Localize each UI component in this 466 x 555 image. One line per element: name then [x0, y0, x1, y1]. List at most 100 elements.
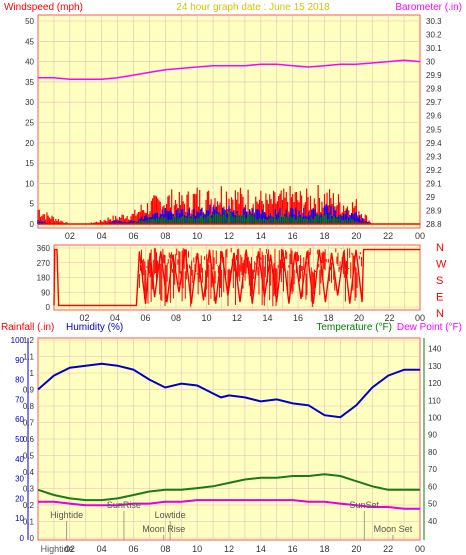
wind-barometer-panel: 0 5 10 15 20 25 30 35 40 45 50 28.8 28.9 29 29.1 29.2 29… — [25, 14, 442, 241]
humidity-tick-label: 80 — [15, 376, 24, 385]
dew-point-axis-title: Dew Point (°F) — [397, 322, 462, 333]
windspeed-tick-label: 50 — [25, 17, 34, 26]
direction-tick-label: 0 — [46, 303, 51, 312]
rainfall-tick-label: 1 — [30, 369, 35, 378]
temperature-humidity-panel: 0 0.1 0.2 0.3 0.4 0.5 0.6 0.7 0.8 0.9 1 1.1 1.2 0 10 20… — [11, 336, 442, 554]
temperature-tick-label: 60 — [428, 482, 437, 491]
direction-tick-label: 90 — [41, 288, 50, 297]
humidity-tick-label: 90 — [15, 356, 24, 365]
temperature-tick-label: 130 — [428, 362, 442, 371]
windspeed-tick-label: 20 — [25, 139, 34, 148]
x-tick-label: 06 — [140, 313, 150, 323]
x-tick-label: 04 — [110, 313, 120, 323]
barometer-tick-label: 29.5 — [426, 125, 442, 134]
rainfall-tick-label: 0.7 — [23, 419, 35, 428]
direction-tick-label: 270 — [37, 259, 51, 268]
windspeed-tick-label: 15 — [25, 159, 34, 168]
humidity-tick-label: 0 — [20, 534, 25, 543]
humidity-axis-title: Humidity (%) — [66, 322, 123, 333]
windspeed-tick-label: 35 — [25, 78, 34, 87]
x-tick-label: 00 — [415, 231, 425, 241]
wind-average-series — [123, 211, 370, 224]
barometer-line — [38, 59, 421, 80]
rainfall-tick-label: 0.1 — [23, 518, 35, 527]
barometer-tick-label: 29.6 — [426, 112, 442, 121]
humidity-line — [37, 362, 420, 419]
humidity-tick-label: 30 — [15, 475, 24, 484]
windspeed-tick-label: 0 — [30, 220, 35, 229]
rainfall-tick-label: 0.5 — [23, 452, 35, 461]
temperature-tick-label: 120 — [428, 379, 442, 388]
x-tick-label: 02 — [65, 544, 75, 554]
x-tick-label: 08 — [160, 544, 170, 554]
x-tick-label: 10 — [192, 231, 202, 241]
x-tick-label: 04 — [97, 544, 107, 554]
x-tick-label: 14 — [256, 544, 266, 554]
x-tick-label: 20 — [351, 231, 361, 241]
rainfall-tick-label: 0.4 — [23, 468, 35, 477]
barometer-tick-label: 29.8 — [426, 85, 442, 94]
event-annotation-label: Moon Set — [374, 524, 413, 534]
x-tick-label: 20 — [354, 313, 364, 323]
compass-label: W — [436, 259, 447, 271]
compass-label: N — [436, 242, 444, 254]
x-tick-label: 16 — [288, 231, 298, 241]
windspeed-axis-title: Windspeed (mph) — [4, 2, 83, 13]
x-tick-label: 08 — [171, 313, 181, 323]
rainfall-tick-label: 1.1 — [23, 353, 35, 362]
rainfall-tick-label: 1.2 — [23, 336, 35, 345]
x-tick-label: 14 — [256, 231, 266, 241]
x-tick-label: 06 — [128, 544, 138, 554]
humidity-tick-label: 60 — [15, 415, 24, 424]
compass-label: N — [436, 308, 444, 320]
rainfall-axis-title: Rainfall (.in) — [1, 322, 54, 333]
x-tick-label: 14 — [262, 313, 272, 323]
x-tick-label: 22 — [384, 313, 394, 323]
x-tick-label: 02 — [65, 231, 75, 241]
x-tick-label: 12 — [224, 231, 234, 241]
event-annotation-label: SunRise — [107, 500, 141, 510]
windspeed-tick-label: 10 — [25, 179, 34, 188]
windspeed-tick-label: 45 — [25, 37, 34, 46]
barometer-tick-label: 29.4 — [426, 139, 442, 148]
x-tick-label: 02 — [79, 313, 89, 323]
windspeed-tick-label: 40 — [25, 58, 34, 67]
event-annotation-label: Lowtide — [155, 510, 186, 520]
humidity-tick-label: 100 — [11, 336, 25, 345]
humidity-tick-label: 10 — [15, 514, 24, 523]
humidity-tick-label: 20 — [15, 494, 24, 503]
humidity-tick-label: 50 — [15, 435, 24, 444]
x-tick-label: 16 — [288, 544, 298, 554]
direction-tick-label: 180 — [37, 274, 51, 283]
temperature-tick-label: 70 — [428, 465, 437, 474]
x-tick-label: 16 — [293, 313, 303, 323]
barometer-tick-label: 28.9 — [426, 206, 442, 215]
rainfall-tick-label: 0.3 — [23, 485, 35, 494]
temperature-tick-label: 100 — [428, 413, 442, 422]
x-tick-label: 18 — [319, 544, 329, 554]
x-tick-label: 18 — [323, 313, 333, 323]
temperature-axis-title: Temperature (°F) — [316, 322, 392, 333]
x-tick-label: 22 — [383, 544, 393, 554]
rainfall-tick-label: 0.6 — [23, 435, 35, 444]
x-tick-label: 12 — [224, 544, 234, 554]
barometer-tick-label: 29 — [426, 193, 435, 202]
event-annotation-label: SunSet — [350, 500, 380, 510]
x-tick-label: 22 — [383, 231, 393, 241]
event-annotation-label: Hightide — [41, 544, 74, 554]
windspeed-tick-label: 5 — [30, 200, 35, 209]
event-annotation-label: Moon Rise — [142, 524, 185, 534]
compass-label: S — [436, 275, 443, 287]
x-tick-label: 20 — [351, 544, 361, 554]
temperature-tick-label: 50 — [428, 500, 437, 509]
humidity-tick-label: 70 — [15, 395, 24, 404]
event-annotation-label: Hightide — [50, 510, 83, 520]
barometer-axis-title: Barometer (.in) — [395, 2, 462, 13]
x-tick-label: 10 — [192, 544, 202, 554]
temperature-tick-label: 90 — [428, 431, 437, 440]
x-tick-label: 06 — [128, 231, 138, 241]
barometer-tick-label: 29.7 — [426, 98, 442, 107]
x-tick-label: 10 — [201, 313, 211, 323]
